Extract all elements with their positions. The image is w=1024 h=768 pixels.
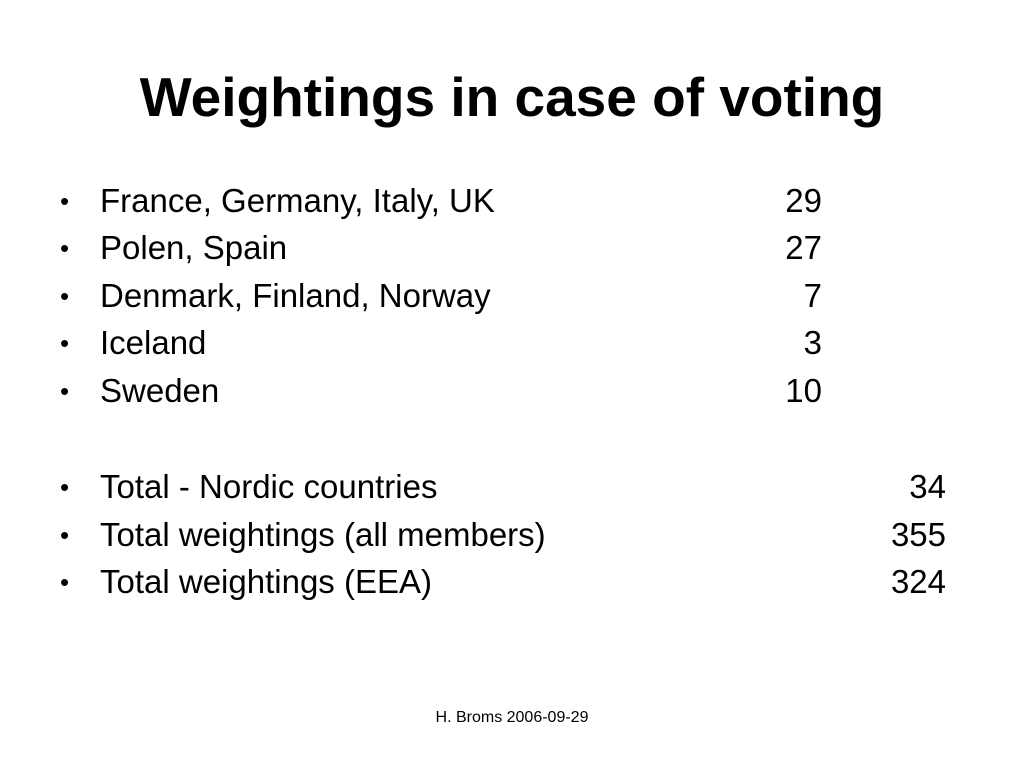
item-value: 7	[803, 277, 822, 314]
bullet-icon: •	[60, 233, 70, 263]
total-item: • Total weightings (all members) 355	[0, 512, 1024, 558]
slide-title: Weightings in case of voting	[139, 66, 885, 128]
item-value: 3	[803, 324, 822, 361]
total-label: Total - Nordic countries	[100, 468, 438, 505]
bullet-icon: •	[60, 186, 70, 216]
total-label: Total weightings (all members)	[100, 516, 546, 553]
total-item: • Total weightings (EEA) 324	[0, 559, 1024, 605]
item-value: 27	[785, 229, 822, 266]
total-value: 324	[890, 563, 946, 600]
list-item: • Iceland 3	[0, 320, 1024, 366]
total-value: 355	[890, 516, 946, 553]
item-label: Denmark, Finland, Norway	[100, 277, 491, 314]
list-item: • Sweden 10	[0, 368, 1024, 414]
bullet-icon: •	[60, 472, 70, 502]
item-value: 10	[785, 372, 822, 409]
slide-footer: H. Broms 2006-09-29	[435, 709, 589, 726]
bullet-icon: •	[60, 281, 70, 311]
list-item: • Denmark, Finland, Norway 7	[0, 273, 1024, 319]
item-label: Sweden	[100, 372, 220, 409]
total-value: 34	[909, 468, 946, 505]
list-item: • France, Germany, Italy, UK 29	[0, 178, 1024, 224]
bullet-icon: •	[60, 520, 70, 550]
item-label: Iceland	[100, 324, 207, 361]
list-item: • Polen, Spain 27	[0, 225, 1024, 271]
total-item: • Total - Nordic countries 34	[0, 464, 1024, 510]
item-label: France, Germany, Italy, UK	[100, 182, 495, 219]
bullet-icon: •	[60, 328, 70, 358]
total-label: Total weightings (EEA)	[100, 563, 432, 600]
item-value: 29	[785, 182, 822, 219]
bullet-icon: •	[60, 376, 70, 406]
bullet-icon: •	[60, 567, 70, 597]
item-label: Polen, Spain	[100, 229, 288, 266]
